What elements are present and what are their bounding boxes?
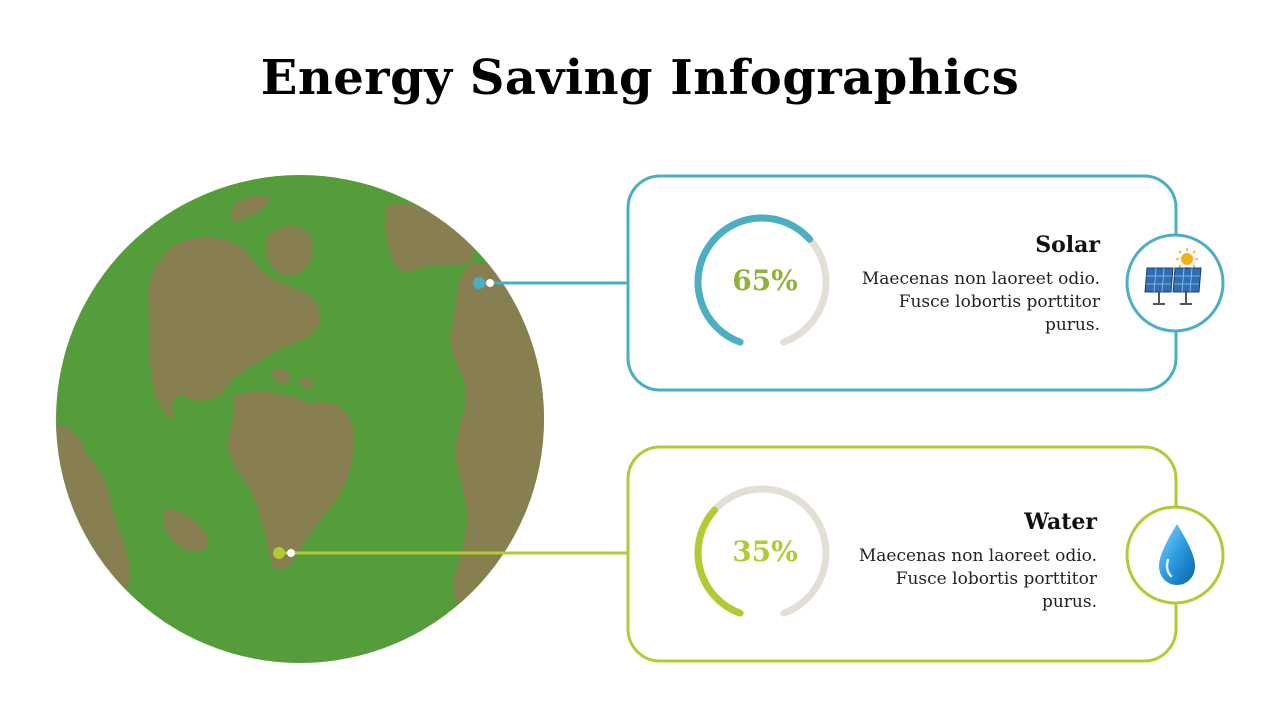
water-gauge xyxy=(694,485,830,617)
water-description: Maecenas non laoreet odio. Fusce loborti… xyxy=(837,545,1097,614)
solar-value: 65% xyxy=(732,264,798,297)
solar-gauge-fill xyxy=(694,214,814,346)
water-connector xyxy=(273,547,628,559)
globe-land xyxy=(56,195,544,608)
solar-description-line: Fusce lobortis porttitor xyxy=(898,292,1100,312)
solar-panel-icon xyxy=(1144,248,1202,305)
water-gauge-fill xyxy=(694,506,744,617)
solar-title: Solar xyxy=(1035,232,1100,258)
water-connector-marker xyxy=(287,549,295,557)
solar-connector xyxy=(473,277,628,289)
water-value: 35% xyxy=(732,535,798,568)
water-description-line: Maecenas non laoreet odio. xyxy=(858,546,1097,566)
water-title: Water xyxy=(1024,509,1097,535)
solar-description-line: Maecenas non laoreet odio. xyxy=(861,269,1100,289)
water-description-line: purus. xyxy=(1041,592,1097,612)
page-title: Energy Saving Infographics xyxy=(260,50,1020,106)
solar-connector-dot xyxy=(473,277,485,289)
solar-description: Maecenas non laoreet odio. Fusce loborti… xyxy=(840,268,1100,337)
solar-connector-marker xyxy=(486,279,494,287)
water-description-line: Fusce lobortis porttitor xyxy=(895,569,1097,589)
solar-gauge xyxy=(694,214,830,346)
globe xyxy=(56,175,544,663)
solar-description-line: purus. xyxy=(1044,315,1100,335)
water-connector-dot xyxy=(273,547,285,559)
water-drop-icon xyxy=(1159,524,1195,585)
